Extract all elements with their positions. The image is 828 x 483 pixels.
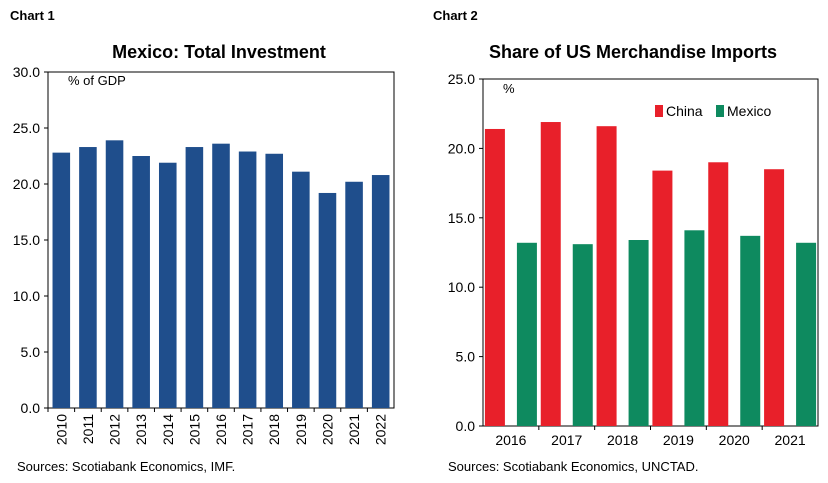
chart2-ytick-label: 10.0: [448, 279, 475, 295]
chart2-bar-china: [540, 122, 561, 426]
chart1-ytick-label: 30.0: [13, 64, 40, 80]
chart1-bar: [79, 147, 97, 409]
chart2-bar-mexico: [740, 235, 761, 426]
chart1-bar: [265, 153, 284, 408]
chart1-bar: [292, 171, 310, 408]
chart2-xtick-label: 2016: [495, 432, 526, 448]
chart1-xtick-label: 2018: [266, 414, 282, 445]
chart1-bar: [212, 143, 230, 408]
chart2-label: Chart 2: [433, 8, 478, 23]
chart2-ytick-label: 20.0: [448, 140, 475, 156]
chart2-bar-china: [484, 128, 505, 426]
chart2-ytick-label: 0.0: [456, 418, 476, 434]
chart2-title: Share of US Merchandise Imports: [488, 42, 778, 62]
chart2-ytick-label: 5.0: [456, 349, 476, 365]
chart2-unit-label: %: [503, 81, 515, 96]
chart1-source: Sources: Scotiabank Economics, IMF.: [17, 459, 236, 474]
chart1-ytick-label: 25.0: [13, 120, 40, 136]
chart1-xtick-label: 2013: [133, 414, 149, 445]
chart2-bar-china: [596, 126, 617, 426]
chart1-bar: [238, 151, 257, 408]
chart1-ytick-label: 20.0: [13, 176, 40, 192]
chart1-xtick-label: 2019: [293, 414, 309, 445]
chart1-unit-label: % of GDP: [68, 73, 126, 88]
chart2-legend-swatch-china: [655, 105, 663, 117]
chart1-bar: [132, 156, 150, 408]
chart2-xtick-label: 2017: [551, 432, 582, 448]
chart2-xtick-label: 2020: [719, 432, 750, 448]
chart1-label: Chart 1: [10, 8, 55, 23]
chart2-ytick-label: 15.0: [448, 210, 475, 226]
chart2-bar-mexico: [628, 240, 649, 426]
chart2-xtick-label: 2019: [663, 432, 694, 448]
chart1-bar: [52, 152, 71, 408]
chart1-xtick-label: 2012: [107, 414, 123, 445]
chart1-ytick-label: 15.0: [13, 232, 40, 248]
chart1-bar: [105, 140, 124, 408]
chart1-xtick-label: 2020: [319, 414, 335, 445]
chart2-bar-china: [708, 162, 729, 426]
chart1-ytick-label: 10.0: [13, 288, 40, 304]
chart1-xtick-label: 2014: [160, 414, 176, 445]
chart1-title: Mexico: Total Investment: [112, 42, 326, 62]
chart1-bar: [158, 162, 177, 408]
chart2-bar-mexico: [516, 242, 537, 426]
chart2-bar-china: [652, 170, 673, 426]
chart2-ytick-label: 25.0: [448, 71, 475, 87]
chart1-ytick-label: 0.0: [21, 400, 41, 416]
chart1-xtick-label: 2011: [80, 414, 96, 444]
chart2-bar-mexico: [572, 244, 593, 426]
chart1-xtick-label: 2022: [373, 414, 389, 445]
chart1-xtick-label: 2017: [240, 414, 256, 445]
chart1-ytick-label: 5.0: [21, 344, 41, 360]
chart2-bar-mexico: [684, 230, 705, 426]
chart2-legend-label-china: China: [666, 103, 703, 119]
chart1-bar: [345, 181, 363, 408]
chart1-bar: [371, 175, 390, 408]
chart1-xtick-label: 2016: [213, 414, 229, 445]
chart1-xtick-label: 2015: [186, 414, 202, 445]
chart1-bar: [318, 192, 337, 408]
chart2-legend-swatch-mexico: [716, 105, 724, 117]
chart2-legend-label-mexico: Mexico: [727, 103, 772, 119]
chart2-xtick-label: 2021: [775, 432, 806, 448]
chart2-bar-china: [764, 169, 785, 426]
chart2-source: Sources: Scotiabank Economics, UNCTAD.: [448, 459, 699, 474]
chart2-bar-mexico: [796, 242, 817, 426]
chart1-xtick-label: 2021: [346, 414, 362, 445]
chart1-bar: [185, 147, 204, 409]
chart2-xtick-label: 2018: [607, 432, 638, 448]
chart1-xtick-label: 2010: [53, 414, 69, 445]
